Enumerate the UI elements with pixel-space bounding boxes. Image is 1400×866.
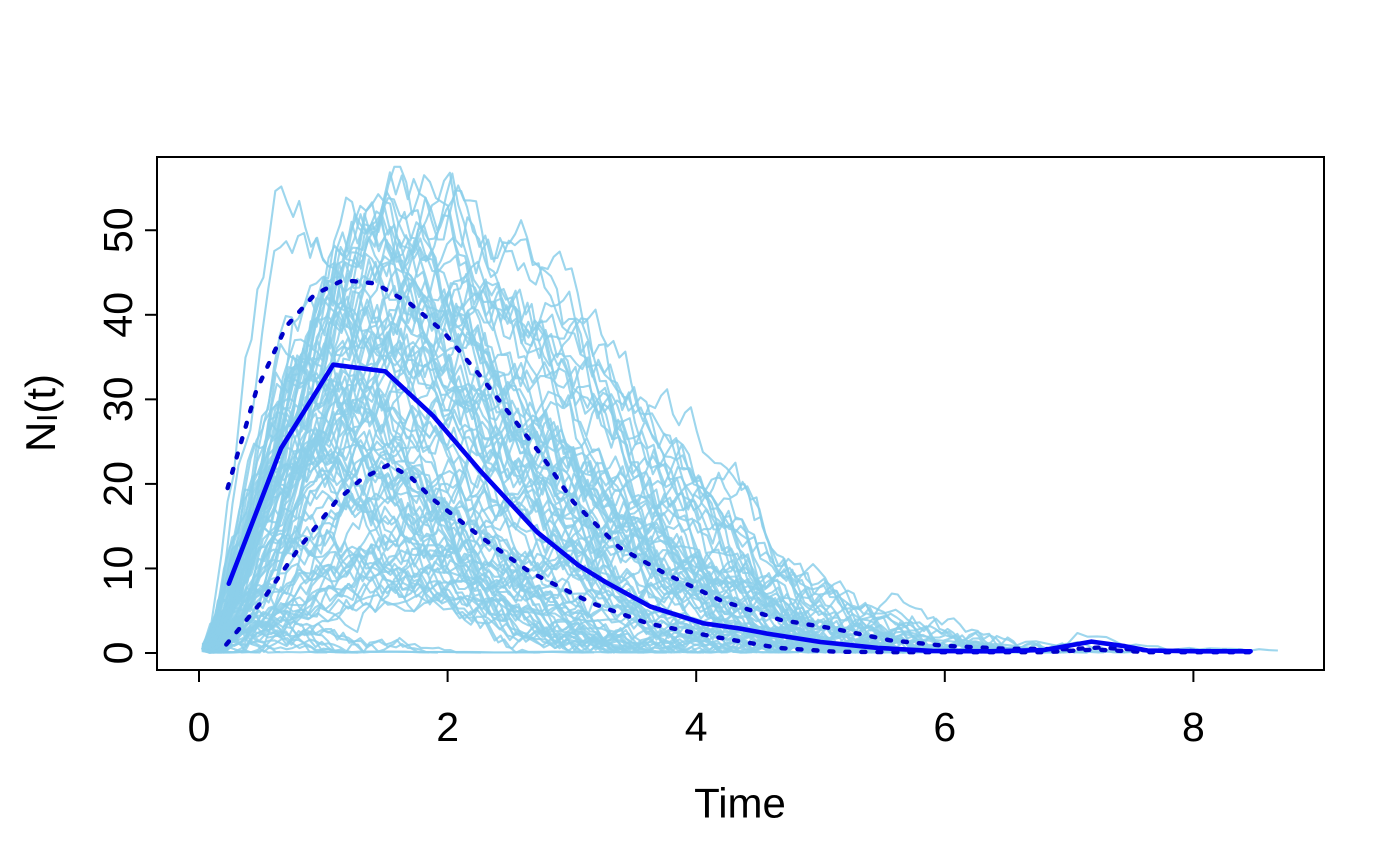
trajectory-path (202, 406, 878, 654)
y-axis-title-subscript: I (32, 414, 64, 422)
y-axis-title: NI(t) (17, 374, 65, 452)
trajectory-path (202, 410, 770, 654)
upper-quantile-line (225, 277, 1253, 654)
x-tick-label: 8 (1182, 704, 1205, 750)
trajectory-path (203, 333, 891, 654)
x-tick-label: 2 (436, 704, 459, 750)
y-tick-label: 20 (95, 461, 141, 507)
y-tick-label: 50 (95, 207, 141, 253)
x-tick-label: 4 (685, 704, 708, 750)
mean-path (226, 362, 1253, 654)
trajectory-path (204, 336, 707, 654)
trajectory-path (211, 565, 1057, 652)
x-axis-ticks: 0 2 4 6 8 (188, 670, 1205, 750)
y-tick-label: 10 (95, 546, 141, 592)
trajectory-path (205, 282, 940, 654)
ensemble-trajectories (200, 165, 1278, 654)
y-axis-ticks: 0 10 20 30 40 50 (95, 207, 157, 664)
trajectory-path (205, 358, 595, 654)
trajectory-path (204, 395, 862, 654)
trajectory-path (203, 311, 718, 654)
y-axis-title-suffix: (t) (17, 374, 64, 414)
x-tick-label: 0 (188, 704, 211, 750)
upper-quantile-path (225, 277, 1253, 654)
y-tick-label: 30 (95, 377, 141, 423)
trajectory-path (201, 237, 781, 654)
trajectory-path (201, 172, 1020, 654)
y-tick-label: 0 (95, 642, 141, 665)
mean-line (226, 362, 1253, 654)
plot-frame (156, 156, 1325, 671)
x-tick-label: 6 (933, 704, 956, 750)
trajectory-path (205, 295, 988, 654)
y-axis-title-base: N (17, 422, 64, 452)
y-tick-label: 40 (95, 292, 141, 338)
x-axis-title: Time (694, 780, 786, 827)
